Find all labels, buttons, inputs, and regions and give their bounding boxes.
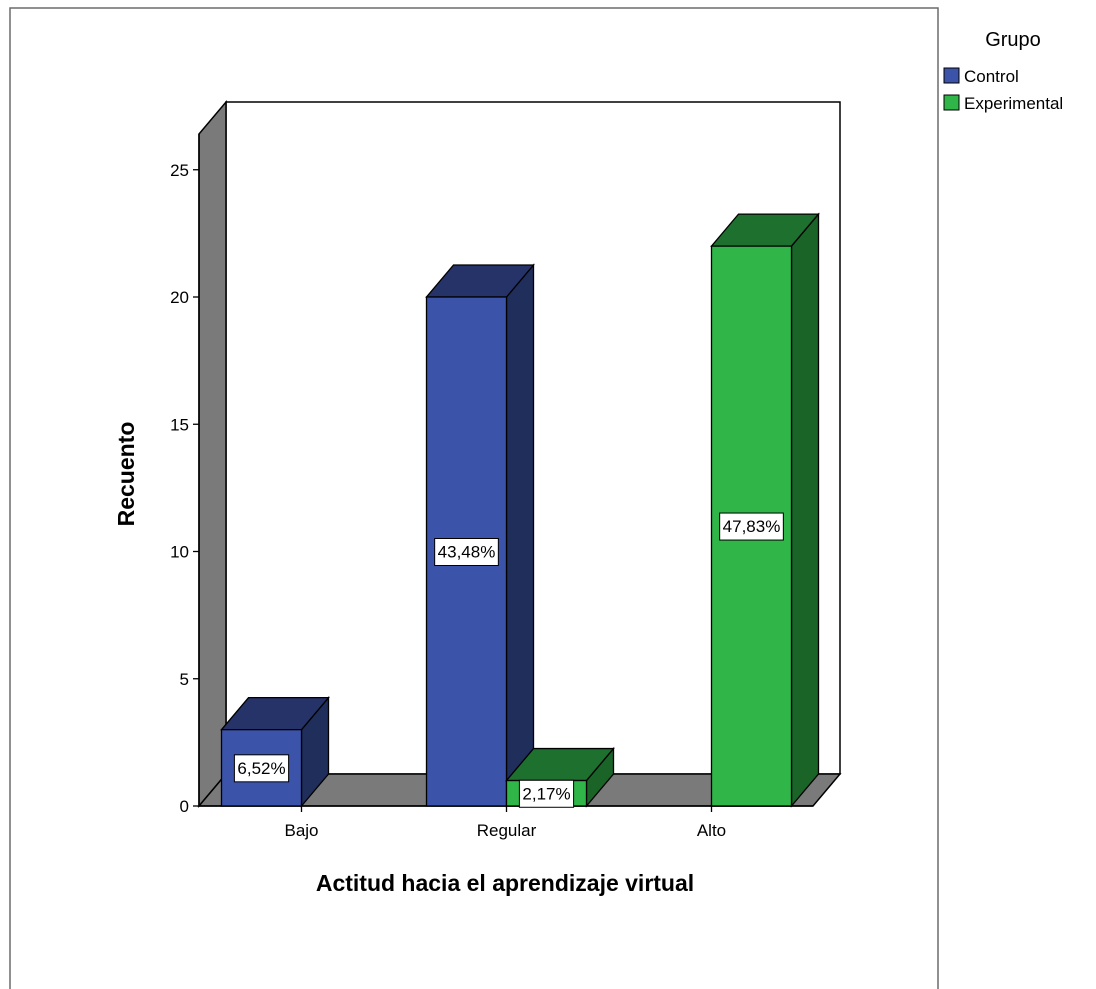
data-label-control-bajo: 6,52% — [233, 754, 290, 783]
y-tick-label: 0 — [180, 797, 189, 816]
data-label-experimental-alto: 47,83% — [719, 512, 784, 541]
side-wall — [198, 99, 227, 809]
x-tick-label-alto: Alto — [697, 821, 726, 840]
legend-label-control: Control — [964, 67, 1019, 86]
data-label-box — [434, 538, 499, 566]
y-axis-title: Recuento — [113, 422, 139, 527]
bar-side — [790, 212, 820, 808]
y-tick-label: 10 — [170, 543, 189, 562]
bar-side — [505, 263, 535, 808]
legend-title: Grupo — [985, 29, 1041, 51]
legend: Grupo Control Experimental — [943, 29, 1063, 113]
bar-control-bajo — [220, 695, 330, 808]
y-axis: 0 5 10 15 20 25 — [170, 134, 200, 816]
y-tick-label: 15 — [170, 415, 189, 434]
data-label-box — [719, 512, 784, 541]
data-labels: 6,52% 43,48% 2,17% 47,83% — [233, 512, 784, 808]
x-tick-label-bajo: Bajo — [284, 821, 318, 840]
legend-label-experimental: Experimental — [964, 94, 1063, 113]
x-tick-label-regular: Regular — [477, 821, 537, 840]
y-tick-label: 25 — [170, 161, 189, 180]
data-label-experimental-regular: 2,17% — [518, 779, 575, 808]
y-tick-label: 5 — [180, 670, 189, 689]
data-label-text: 47,83% — [723, 517, 781, 536]
data-label-text: 43,48% — [438, 543, 496, 562]
data-label-control-regular: 43,48% — [434, 538, 499, 566]
bar-control-regular — [425, 263, 535, 808]
data-label-box — [233, 754, 290, 783]
data-label-box — [518, 779, 575, 808]
x-axis-title: Actitud hacia el aprendizaje virtual — [316, 870, 694, 896]
data-label-text: 2,17% — [522, 784, 570, 803]
legend-swatch-experimental — [943, 94, 960, 111]
data-label-text: 6,52% — [237, 759, 285, 778]
bar-experimental-alto — [710, 212, 820, 808]
y-tick-label: 20 — [170, 288, 189, 307]
legend-swatch-control — [943, 67, 960, 84]
